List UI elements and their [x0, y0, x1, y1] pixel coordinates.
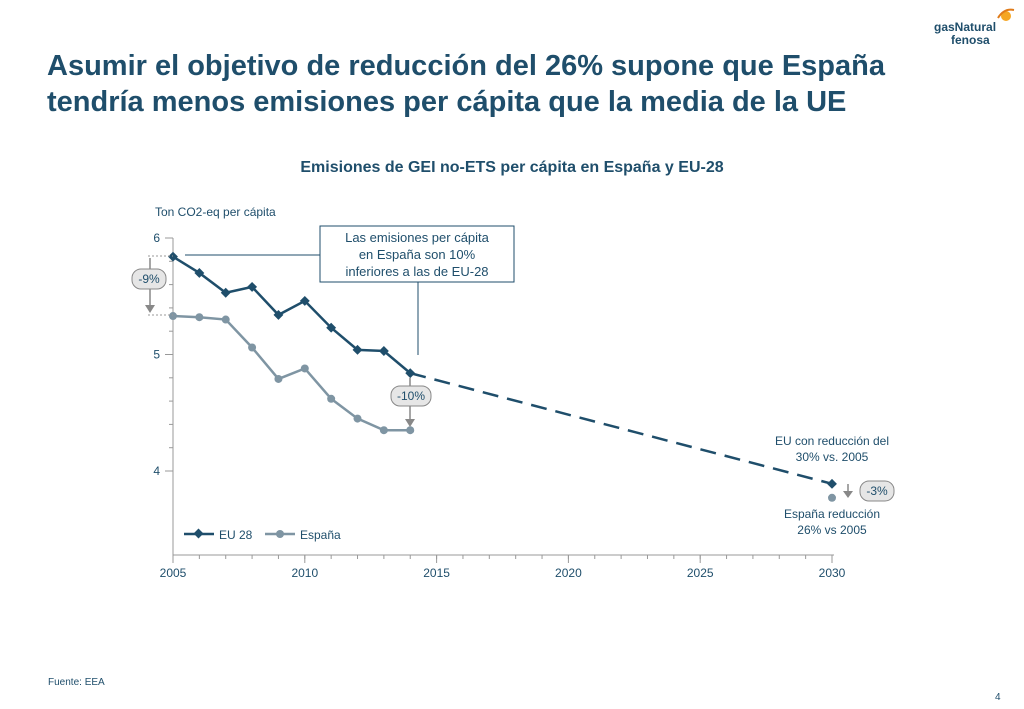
page-number: 4	[995, 692, 1001, 703]
eu-data-point	[273, 309, 284, 320]
company-logo: gasNatural fenosa	[934, 6, 1019, 47]
spain-data-point	[406, 426, 415, 435]
eu-data-point	[220, 287, 231, 298]
legend-spain-marker	[276, 530, 284, 538]
gap-2030-arrowhead	[843, 491, 853, 498]
spain-data-point	[300, 364, 309, 373]
spain-data-point	[195, 313, 204, 322]
page-title: Asumir el objetivo de reducción del 26% …	[47, 50, 885, 118]
x-tick-label: 2015	[423, 566, 450, 580]
spain-data-point	[169, 312, 177, 321]
chart-title: Emisiones de GEI no-ETS per cápita en Es…	[300, 159, 724, 176]
badge-2030	[859, 480, 895, 502]
source-note: Fuente: EEA	[48, 677, 105, 688]
spain-data-point	[353, 414, 362, 423]
eu-data-point	[326, 322, 337, 333]
badge-2014	[390, 385, 432, 407]
eu-data-point	[247, 281, 258, 292]
eu-data-point	[299, 295, 310, 306]
eu-target-label-line1: EU con reducción del	[775, 434, 889, 448]
eu-data-point	[378, 346, 389, 356]
x-tick-label: 2005	[160, 566, 187, 580]
eu-data-point	[405, 368, 416, 379]
spain-data-point	[248, 343, 257, 352]
callout-line-3: inferiores a las de EU-28	[345, 264, 488, 279]
spain-data-point	[327, 394, 336, 403]
logo-text-line1: gasNatural	[934, 20, 997, 34]
logo-text-line2: fenosa	[951, 33, 990, 47]
legend: EU 28 España	[184, 528, 341, 542]
eu-series-line	[172, 255, 412, 375]
y-tick-label: 4	[153, 464, 160, 478]
callout-line-2: en España son 10%	[359, 247, 476, 262]
y-axis-label: Ton CO2-eq per cápita	[155, 205, 276, 219]
spain-data-point	[221, 315, 230, 324]
badge-2014-label: -10%	[397, 389, 425, 403]
spain-target-label-line2: 26% vs 2005	[797, 523, 867, 537]
spain-data-point	[379, 426, 388, 435]
x-tick-label: 2025	[687, 566, 714, 580]
legend-spain-label: España	[300, 528, 341, 542]
eu-2030-target-point	[827, 478, 837, 489]
badge-2005	[131, 268, 167, 290]
y-tick-label: 5	[153, 348, 160, 362]
spain-2030-target-point	[828, 493, 836, 502]
eu-projection-line	[409, 371, 833, 486]
callout-box	[319, 225, 515, 283]
callout-line-1: Las emisiones per cápita	[345, 230, 490, 245]
eu-target-label-line2: 30% vs. 2005	[796, 450, 869, 464]
y-tick-label: 6	[153, 231, 160, 245]
x-tick-label: 2030	[819, 566, 846, 580]
gap-2005-arrowhead	[145, 305, 155, 313]
x-tick-label: 2020	[555, 566, 582, 580]
gap-2014-arrowhead	[405, 419, 415, 427]
badge-2030-label: -3%	[866, 484, 888, 498]
eu-data-point	[168, 251, 178, 262]
legend-eu-label: EU 28	[219, 528, 253, 542]
eu-data-point	[352, 344, 363, 355]
badge-2005-label: -9%	[138, 272, 160, 286]
spain-target-label-line1: España reducción	[784, 507, 880, 521]
eu-data-point	[194, 268, 205, 278]
spain-data-point	[274, 374, 283, 383]
spain-series-line	[172, 314, 411, 432]
x-tick-label: 2010	[291, 566, 318, 580]
sun-logo-icon	[997, 8, 1015, 21]
legend-eu-marker	[193, 528, 204, 539]
